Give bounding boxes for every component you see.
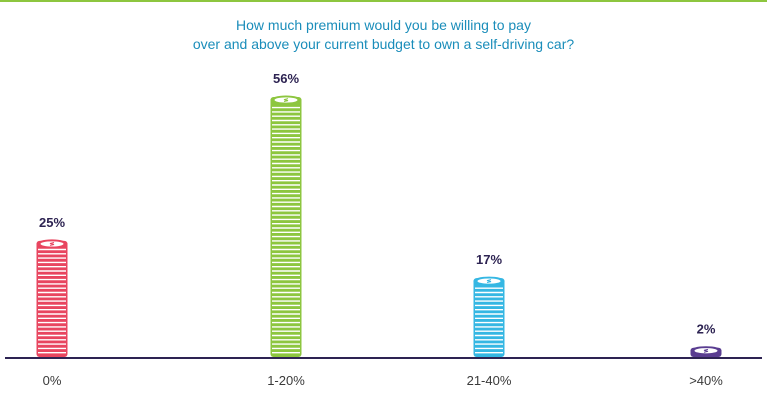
data-label: 56% [273, 71, 299, 86]
coin-stack-body [473, 278, 505, 357]
data-label: 2% [697, 322, 716, 337]
chart-title-line-2: over and above your current budget to ow… [192, 36, 575, 52]
x-tick-label: 1-20% [267, 373, 305, 388]
coin-stack-bar [36, 239, 68, 357]
chart-title-line-1: How much premium would you be willing to… [236, 17, 531, 33]
top-accent-rule [0, 0, 767, 2]
coin-currency-glyph [703, 348, 709, 353]
data-label: 25% [39, 215, 65, 230]
coin-currency-glyph [49, 242, 55, 246]
coin-currency-glyph [486, 279, 492, 284]
coin-currency-glyph [283, 98, 289, 102]
data-label: 17% [476, 252, 502, 267]
coin-stack-bar [690, 346, 722, 357]
x-tick-label: >40% [689, 373, 723, 388]
coin-stack-bar [270, 95, 302, 357]
x-tick-label: 21-40% [467, 373, 512, 388]
chart-title: How much premium would you be willing to… [0, 16, 767, 54]
x-tick-label: 0% [43, 373, 62, 388]
coin-stack-body [36, 240, 68, 357]
coin-stack-bar [473, 276, 505, 357]
